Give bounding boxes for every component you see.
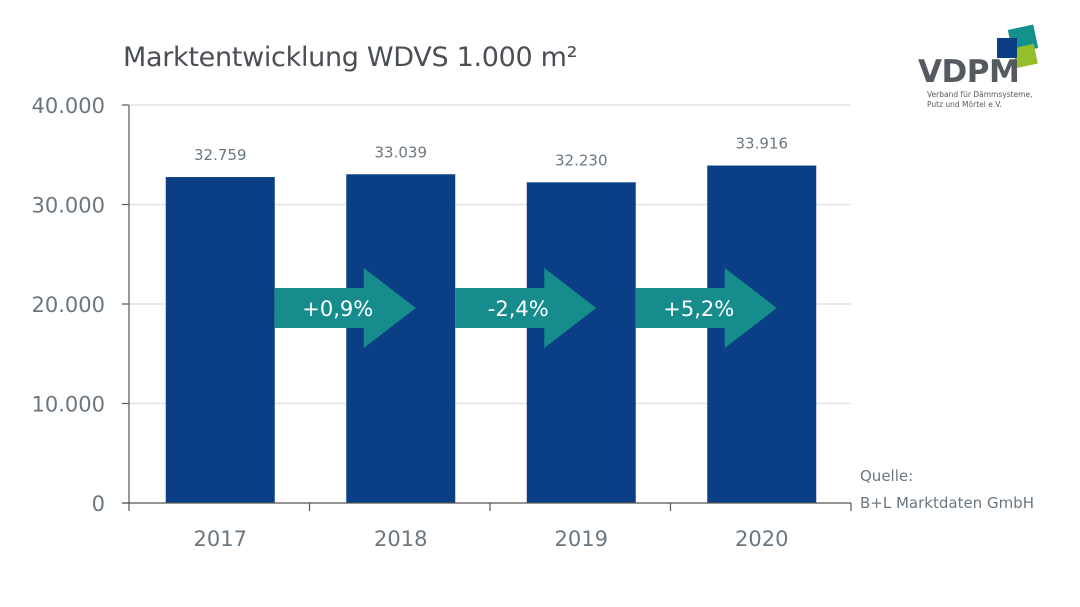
y-tick-label: 0 [92, 492, 105, 516]
logo-subtitle: Verband für Dämmsysteme, Putz und Mörtel… [927, 90, 1032, 110]
x-tick-label: 2019 [555, 527, 608, 551]
bar-value-label: 32.759 [194, 146, 247, 164]
change-percent-label: +5,2% [663, 297, 734, 321]
change-arrow [635, 268, 777, 348]
chart-title: Marktentwicklung WDVS 1.000 m² [123, 42, 578, 73]
bar-2019 [526, 182, 636, 503]
change-percent-label: +0,9% [302, 297, 373, 321]
y-tick-label: 30.000 [32, 194, 105, 218]
bar-value-label: 32.230 [555, 151, 608, 169]
logo-wordmark: VDPM [918, 54, 1020, 90]
change-arrow [274, 268, 416, 348]
logo-subtitle-line2: Putz und Mörtel e.V. [927, 100, 1002, 109]
x-tick-label: 2017 [194, 527, 247, 551]
bar-value-label: 33.916 [736, 135, 789, 153]
y-tick-label: 40.000 [32, 94, 105, 118]
y-tick-label: 20.000 [32, 293, 105, 317]
source-label: Quelle: [860, 467, 914, 485]
change-percent-label: -2,4% [488, 297, 549, 321]
bar-value-label: 33.039 [375, 143, 428, 161]
bar-2017 [165, 177, 275, 503]
vdpm-logo: VDPM Verband für Dämmsysteme, Putz und M… [914, 24, 1054, 120]
x-tick-label: 2020 [735, 527, 788, 551]
source-value: B+L Marktdaten GmbH [860, 494, 1034, 512]
bar-2020 [707, 165, 817, 503]
logo-square-blue [997, 38, 1017, 58]
logo-subtitle-line1: Verband für Dämmsysteme, [927, 90, 1033, 99]
source-note: Quelle: B+L Marktdaten GmbH [860, 463, 1034, 517]
x-tick-label: 2018 [374, 527, 427, 551]
y-tick-label: 10.000 [32, 393, 105, 417]
bar-2018 [346, 174, 456, 503]
change-arrow [455, 268, 597, 348]
